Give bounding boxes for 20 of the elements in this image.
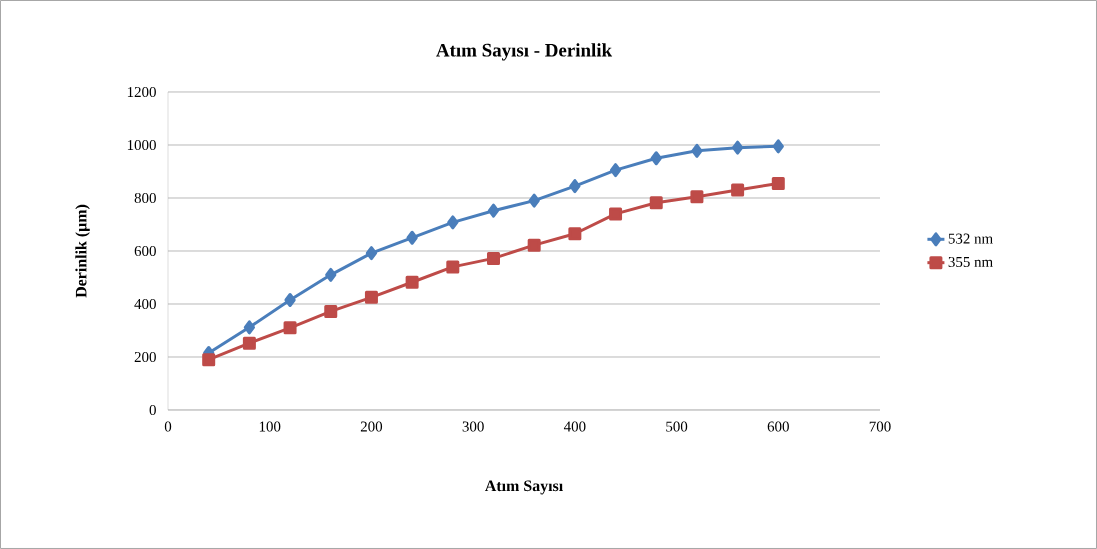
x-tick-label: 600 [767, 421, 789, 432]
x-tick-label: 500 [666, 421, 688, 432]
y-tick-label: 600 [134, 245, 156, 257]
x-tick-label: 200 [360, 421, 383, 432]
y-tick-label: 1000 [127, 139, 156, 151]
x-tick-label: 100 [259, 421, 281, 432]
y-tick-label: 200 [134, 351, 156, 363]
x-tick-label: 300 [462, 421, 484, 432]
chart-title: Atım Sayısı - Derinlik [436, 43, 613, 61]
y-tick-label: 800 [134, 192, 156, 204]
y-tick-label: 1200 [127, 86, 156, 98]
x-tick-label: 0 [164, 421, 172, 432]
y-axis-title: Derinlik (µm) [75, 204, 90, 298]
x-tick-label: 400 [563, 421, 586, 432]
x-axis-title: Atım Sayısı [484, 480, 563, 495]
y-tick-label: 400 [134, 298, 156, 310]
x-tick-label: 700 [869, 421, 891, 432]
y-tick-label: 0 [149, 404, 156, 416]
legend-label: 355 nm [948, 256, 993, 268]
legend-label: 532 nm [948, 233, 993, 244]
